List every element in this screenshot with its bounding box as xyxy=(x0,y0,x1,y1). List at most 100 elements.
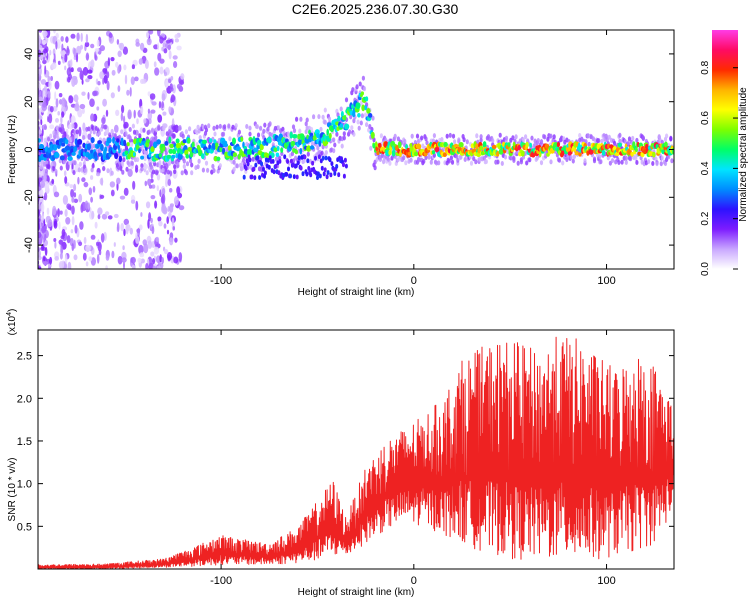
noise-speckle xyxy=(57,60,61,65)
spectral-halo xyxy=(189,158,193,164)
spectral-halo xyxy=(371,115,375,121)
spectral-blob xyxy=(97,140,102,145)
spectral-blob xyxy=(470,143,475,149)
snr-plot-area xyxy=(38,336,674,569)
spectral-halo xyxy=(610,158,615,164)
spectral-halo xyxy=(90,167,94,173)
spectral-halo xyxy=(536,138,540,143)
noise-speckle xyxy=(131,264,136,269)
spectral-halo xyxy=(524,134,528,140)
spectral-halo xyxy=(578,133,582,138)
spectral-halo xyxy=(120,129,124,135)
noise-speckle xyxy=(54,256,59,261)
spectral-blob xyxy=(333,171,337,176)
spectral-halo xyxy=(432,133,436,139)
spectral-blob xyxy=(498,148,504,155)
spectral-blob xyxy=(397,141,402,149)
spectral-halo xyxy=(350,125,354,131)
noise-speckle xyxy=(151,226,155,235)
spectral-halo xyxy=(641,135,645,141)
noise-speckle xyxy=(111,250,115,259)
noise-speckle xyxy=(70,229,74,234)
noise-speckle xyxy=(55,98,59,108)
noise-speckle xyxy=(116,39,120,45)
noise-speckle xyxy=(174,34,179,39)
x-axis-label: Height of straight line (km) xyxy=(298,587,415,598)
noise-speckle xyxy=(87,202,91,210)
spectral-halo xyxy=(306,151,310,157)
noise-speckle xyxy=(58,239,64,245)
noise-speckle xyxy=(159,36,164,44)
noise-speckle xyxy=(130,256,136,264)
spectral-halo xyxy=(316,145,320,151)
spectrogram-chart: -100 0 100 -40 -20 0 20 40 Height of straight li… xyxy=(7,29,749,298)
noise-speckle xyxy=(89,98,95,107)
spectral-blob xyxy=(491,144,497,150)
noise-speckle xyxy=(130,199,136,204)
spectral-halo xyxy=(167,129,171,135)
noise-speckle xyxy=(94,221,98,229)
spectral-halo xyxy=(173,169,177,175)
spectral-blob xyxy=(370,131,375,139)
y-tick-label: 40 xyxy=(23,48,35,60)
spectral-blob xyxy=(326,170,330,175)
spectral-blob xyxy=(229,155,234,161)
noise-speckle xyxy=(105,265,108,269)
noise-speckle xyxy=(138,244,144,255)
spectral-blob xyxy=(360,91,364,96)
spectral-halo xyxy=(349,114,353,120)
noise-speckle xyxy=(167,178,172,187)
noise-speckle xyxy=(73,254,78,261)
noise-speckle xyxy=(70,33,76,39)
spectral-halo xyxy=(221,131,226,137)
spectral-blob xyxy=(133,152,136,157)
spectral-halo xyxy=(317,114,321,120)
spectral-halo xyxy=(75,129,79,135)
spectral-halo xyxy=(87,126,91,132)
noise-speckle xyxy=(106,71,110,79)
noise-speckle xyxy=(41,221,44,228)
spectral-blob xyxy=(458,142,464,148)
spectral-halo xyxy=(358,81,362,87)
spectral-blob xyxy=(263,170,267,176)
spectral-blob xyxy=(202,139,207,145)
spectral-halo xyxy=(47,164,51,170)
spectral-halo xyxy=(415,133,420,139)
noise-speckle xyxy=(123,64,127,71)
noise-speckle xyxy=(176,186,181,195)
snr-series-line xyxy=(38,336,674,569)
spectral-blob xyxy=(328,157,332,163)
noise-speckle xyxy=(38,186,41,191)
spectral-halo xyxy=(504,135,509,141)
spectral-blob xyxy=(171,154,176,159)
spectral-halo xyxy=(599,159,603,165)
spectral-halo xyxy=(281,126,285,132)
spectral-halo xyxy=(626,140,631,146)
noise-speckle xyxy=(45,186,49,191)
spectral-blob xyxy=(61,142,66,147)
noise-speckle xyxy=(103,74,108,84)
noise-speckle xyxy=(147,108,150,114)
noise-speckle xyxy=(122,46,128,55)
spectral-halo xyxy=(182,164,186,169)
spectral-halo xyxy=(351,87,355,93)
x-tick-label: 0 xyxy=(411,575,417,587)
spectral-blob xyxy=(306,158,310,164)
spectral-halo xyxy=(140,166,144,172)
noise-speckle xyxy=(54,241,57,249)
noise-speckle xyxy=(74,103,80,112)
spectral-halo xyxy=(256,132,261,138)
spectral-blob xyxy=(87,143,91,151)
noise-speckle xyxy=(169,203,174,208)
spectral-halo xyxy=(102,166,106,171)
spectral-halo xyxy=(339,106,343,112)
spectral-halo xyxy=(453,139,457,145)
noise-speckle xyxy=(64,209,68,217)
spectral-blob xyxy=(256,155,260,161)
noise-speckle xyxy=(61,111,65,118)
noise-speckle xyxy=(100,233,105,243)
noise-speckle xyxy=(166,216,169,225)
spectral-halo xyxy=(124,131,128,137)
spectral-halo xyxy=(667,154,671,160)
noise-speckle xyxy=(173,256,179,264)
